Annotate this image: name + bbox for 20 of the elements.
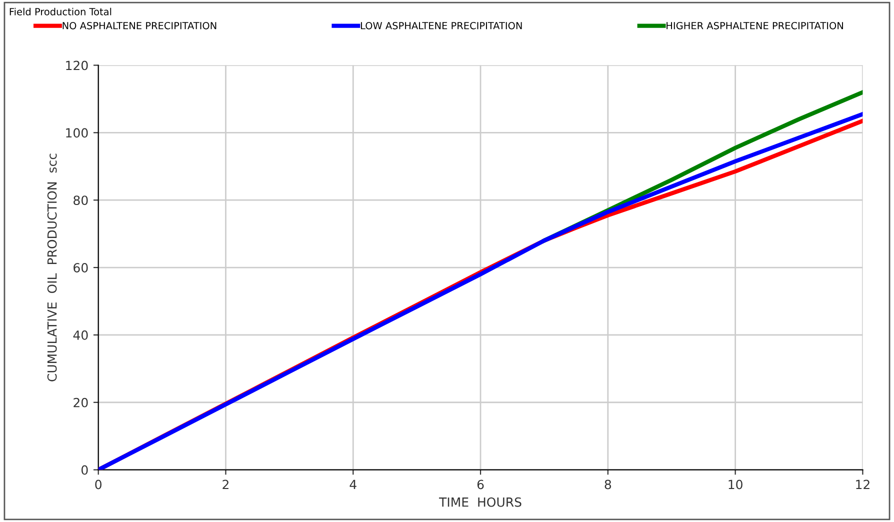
y-tick-label: 80 <box>74 196 88 206</box>
y-tick-label: 60 <box>74 262 88 272</box>
x-tick-label: 0 <box>95 480 102 490</box>
x-tick-label: 12 <box>856 480 870 490</box>
y-axis-title: CUMULATIVE OIL PRODUCTION scc <box>47 154 57 382</box>
x-tick-label: 2 <box>222 480 228 490</box>
chart-title: Field Production Total <box>10 8 112 16</box>
x-tick-label: 6 <box>477 480 484 490</box>
y-tick-label: 40 <box>73 330 88 340</box>
x-tick-label: 4 <box>350 480 356 490</box>
y-tick-label: 120 <box>66 60 88 70</box>
legend-label: HIGHER ASPHALTENE PRECIPITATION <box>666 22 843 30</box>
x-tick-label: 10 <box>728 480 742 490</box>
y-tick-label: 0 <box>81 465 88 475</box>
legend-label: NO ASPHALTENE PRECIPITATION <box>62 22 216 30</box>
x-tick-label: 8 <box>604 480 612 490</box>
legend-label: LOW ASPHALTENE PRECIPITATION <box>360 22 522 30</box>
y-tick-label: 20 <box>74 398 88 408</box>
x-axis-title: TIME HOURS <box>439 497 522 507</box>
y-tick-label: 100 <box>66 128 88 138</box>
